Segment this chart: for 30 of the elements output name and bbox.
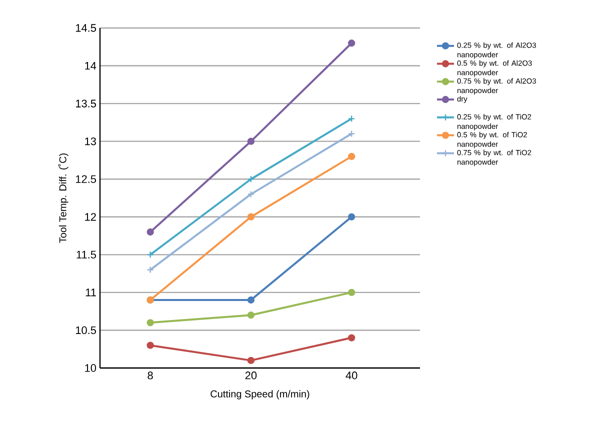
point	[247, 190, 255, 198]
y-tick-label: 11.5	[76, 250, 96, 258]
y-tick-label: 11	[86, 288, 96, 296]
point	[348, 334, 356, 342]
point	[146, 319, 154, 326]
y-tick-label: 10	[85, 364, 96, 372]
point	[247, 138, 255, 145]
point	[348, 288, 356, 296]
point	[247, 312, 255, 319]
x-axis-title: Cutting Speed (m/min)	[210, 390, 310, 400]
point	[146, 228, 154, 236]
x-tick-label: 40	[346, 372, 358, 380]
x-tick-label: 20	[245, 372, 257, 380]
y-tick-label: 13	[85, 137, 96, 146]
y-tick-label: 13.5	[76, 100, 96, 108]
point	[146, 342, 154, 349]
point	[247, 296, 255, 304]
y-axis-title: Tool Temp. Diff. (˚C)	[58, 154, 68, 243]
x-tick-label: 8	[148, 372, 153, 380]
y-tick-label: 10.5	[76, 326, 96, 334]
y-tick-label: 12.5	[76, 175, 96, 183]
point	[348, 152, 356, 160]
point	[247, 213, 255, 220]
y-tick-label: 12	[85, 213, 96, 221]
point	[247, 176, 255, 183]
point	[348, 213, 356, 220]
point	[348, 40, 356, 47]
point	[247, 356, 255, 364]
y-tick-label: 14.5	[76, 24, 96, 32]
y-tick-label: 14	[85, 62, 96, 70]
